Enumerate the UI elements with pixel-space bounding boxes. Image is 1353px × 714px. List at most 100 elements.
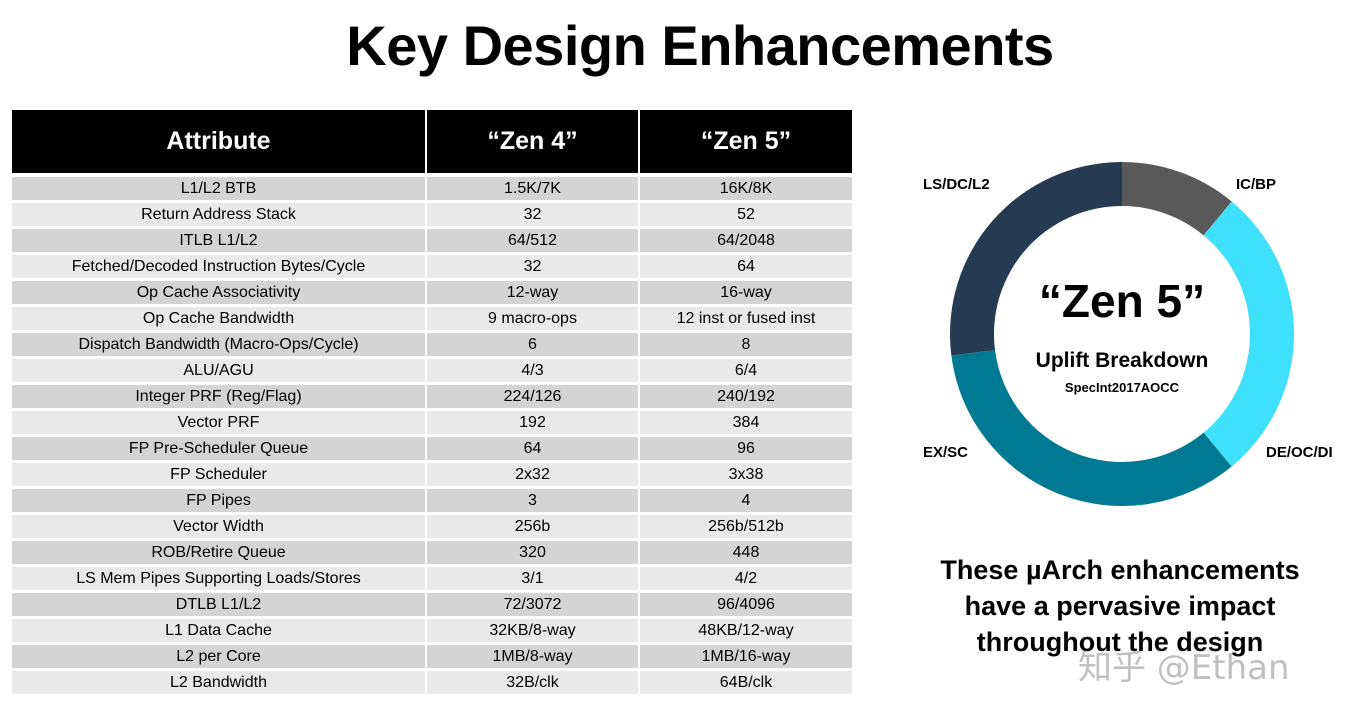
table-header-row: Attribute “Zen 4” “Zen 5” (12, 110, 852, 177)
cell-attribute: DTLB L1/L2 (12, 593, 427, 619)
slice-ex-sc (951, 350, 1232, 506)
cell-zen5: 64B/clk (640, 671, 852, 697)
note-line-3: throughout the design (976, 627, 1264, 657)
cell-attribute: L2 Bandwidth (12, 671, 427, 697)
table-row: Dispatch Bandwidth (Macro-Ops/Cycle) 6 8 (12, 333, 852, 359)
note-line-1: These µArch enhancements (940, 555, 1300, 585)
cell-zen4: 9 macro-ops (427, 307, 640, 333)
note-line-2: have a pervasive impact (964, 591, 1276, 621)
cell-zen5: 64 (640, 255, 852, 281)
donut-svg (950, 162, 1294, 506)
cell-attribute: FP Scheduler (12, 463, 427, 489)
cell-zen5: 240/192 (640, 385, 852, 411)
design-attributes-table: Attribute “Zen 4” “Zen 5” L1/L2 BTB 1.5K/… (12, 110, 852, 697)
cell-zen4: 32KB/8-way (427, 619, 640, 645)
cell-attribute: L1/L2 BTB (12, 177, 427, 203)
table-row: Fetched/Decoded Instruction Bytes/Cycle 3… (12, 255, 852, 281)
table-row: FP Pipes 3 4 (12, 489, 852, 515)
cell-zen5: 96 (640, 437, 852, 463)
cell-zen4: 72/3072 (427, 593, 640, 619)
table-row: Integer PRF (Reg/Flag) 224/126 240/192 (12, 385, 852, 411)
table-row: DTLB L1/L2 72/3072 96/4096 (12, 593, 852, 619)
cell-zen5: 256b/512b (640, 515, 852, 541)
table-row: Op Cache Bandwidth 9 macro-ops 12 inst or … (12, 307, 852, 333)
table-row: L2 Bandwidth 32B/clk 64B/clk (12, 671, 852, 697)
table-row: LS Mem Pipes Supporting Loads/Stores 3/1 4… (12, 567, 852, 593)
cell-zen5: 96/4096 (640, 593, 852, 619)
cell-attribute: Op Cache Associativity (12, 281, 427, 307)
cell-zen4: 32 (427, 203, 640, 229)
chart-subtitle: Uplift Breakdown (1035, 349, 1209, 372)
cell-zen4: 256b (427, 515, 640, 541)
table-row: Vector PRF 192 384 (12, 411, 852, 437)
cell-zen5: 16K/8K (640, 177, 852, 203)
table-row: ITLB L1/L2 64/512 64/2048 (12, 229, 852, 255)
cell-attribute: Vector PRF (12, 411, 427, 437)
cell-zen5: 448 (640, 541, 852, 567)
cell-zen4: 32B/clk (427, 671, 640, 697)
cell-attribute: Return Address Stack (12, 203, 427, 229)
cell-zen5: 384 (640, 411, 852, 437)
cell-zen4: 32 (427, 255, 640, 281)
slice-label-ex-sc: EX/SC (923, 444, 969, 461)
header-attribute: Attribute (12, 110, 427, 177)
table-row: Return Address Stack 32 52 (12, 203, 852, 229)
cell-zen5: 48KB/12-way (640, 619, 852, 645)
table-row: L1/L2 BTB 1.5K/7K 16K/8K (12, 177, 852, 203)
slice-label-de-oc-di: DE/OC/DI (1266, 444, 1333, 461)
cell-attribute: ITLB L1/L2 (12, 229, 427, 255)
cell-zen4: 192 (427, 411, 640, 437)
cell-attribute: Vector Width (12, 515, 427, 541)
header-zen5: “Zen 5” (640, 110, 852, 177)
slice-de-oc-di (1203, 201, 1294, 467)
header-zen4: “Zen 4” (427, 110, 640, 177)
cell-zen5: 3x38 (640, 463, 852, 489)
cell-zen4: 64/512 (427, 229, 640, 255)
cell-zen5: 4 (640, 489, 852, 515)
cell-zen4: 12-way (427, 281, 640, 307)
slice-ls-dc-l2 (950, 162, 1122, 356)
cell-zen4: 3/1 (427, 567, 640, 593)
cell-attribute: ROB/Retire Queue (12, 541, 427, 567)
cell-zen5: 64/2048 (640, 229, 852, 255)
cell-zen5: 1MB/16-way (640, 645, 852, 671)
cell-zen5: 4/2 (640, 567, 852, 593)
cell-zen5: 12 inst or fused inst (640, 307, 852, 333)
table-row: Op Cache Associativity 12-way 16-way (12, 281, 852, 307)
cell-zen4: 64 (427, 437, 640, 463)
table-body: L1/L2 BTB 1.5K/7K 16K/8K Return Address Sta… (12, 177, 852, 697)
cell-zen5: 52 (640, 203, 852, 229)
cell-zen4: 1.5K/7K (427, 177, 640, 203)
table-row: ALU/AGU 4/3 6/4 (12, 359, 852, 385)
cell-zen5: 8 (640, 333, 852, 359)
slice-ic-bp (1122, 162, 1232, 236)
chart-caption: SpecInt2017AOCC (1064, 380, 1180, 395)
page-title: Key Design Enhancements (346, 14, 1054, 77)
table-row: Vector Width 256b 256b/512b (12, 515, 852, 541)
cell-zen4: 320 (427, 541, 640, 567)
cell-attribute: Fetched/Decoded Instruction Bytes/Cycle (12, 255, 427, 281)
cell-attribute: FP Pipes (12, 489, 427, 515)
cell-zen4: 6 (427, 333, 640, 359)
cell-attribute: Integer PRF (Reg/Flag) (12, 385, 427, 411)
cell-attribute: FP Pre-Scheduler Queue (12, 437, 427, 463)
cell-attribute: ALU/AGU (12, 359, 427, 385)
table-row: L1 Data Cache 32KB/8-way 48KB/12-way (12, 619, 852, 645)
cell-zen4: 1MB/8-way (427, 645, 640, 671)
cell-zen4: 3 (427, 489, 640, 515)
chart-title: “Zen 5” (1038, 275, 1206, 327)
slice-label-ic-bp: IC/BP (1236, 176, 1277, 193)
enhancement-note: These µArch enhancements have a pervasiv… (900, 552, 1340, 660)
cell-attribute: L2 per Core (12, 645, 427, 671)
cell-zen5: 16-way (640, 281, 852, 307)
cell-zen4: 2x32 (427, 463, 640, 489)
cell-zen4: 224/126 (427, 385, 640, 411)
cell-attribute: Dispatch Bandwidth (Macro-Ops/Cycle) (12, 333, 427, 359)
uplift-donut-chart: IC/BP DE/OC/DI EX/SC LS/DC/L2 “Zen 5” Up… (920, 150, 1340, 520)
table-row: FP Pre-Scheduler Queue 64 96 (12, 437, 852, 463)
cell-attribute: Op Cache Bandwidth (12, 307, 427, 333)
cell-zen5: 6/4 (640, 359, 852, 385)
slice-label-ls-dc-l2: LS/DC/L2 (923, 176, 990, 193)
table-row: ROB/Retire Queue 320 448 (12, 541, 852, 567)
table-row: L2 per Core 1MB/8-way 1MB/16-way (12, 645, 852, 671)
